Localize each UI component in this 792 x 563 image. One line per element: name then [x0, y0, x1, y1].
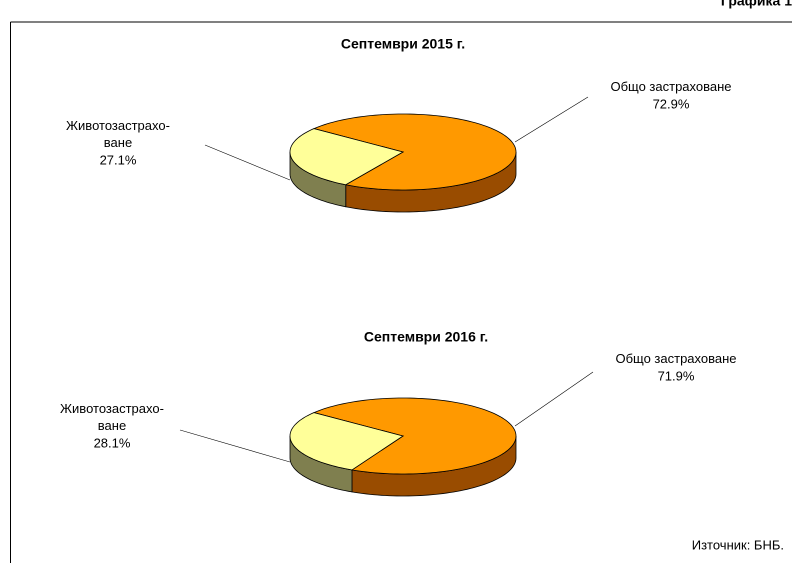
pie — [289, 113, 517, 213]
slice — [312, 397, 517, 475]
chart-title: Септември 2016 г. — [364, 329, 488, 345]
label-line: Животозастрахо- — [60, 401, 164, 416]
slice-label: Общо застраховане — [610, 79, 731, 94]
leader-line — [514, 371, 594, 427]
figure-label: Графика 1 — [721, 0, 792, 9]
label-line: Животозастрахо- — [66, 118, 170, 133]
label-line: Общо застраховане — [615, 351, 736, 366]
label-line: ване — [104, 135, 132, 150]
slice — [289, 412, 404, 471]
label-line: Общо застраховане — [610, 79, 731, 94]
slice-label: Общо застраховане — [615, 351, 736, 366]
value-label: 71.9% — [658, 368, 695, 383]
pie — [289, 397, 517, 497]
leader-line — [204, 144, 291, 181]
value-label: 28.1% — [94, 435, 131, 450]
label-line: ване — [98, 418, 126, 433]
slice — [289, 128, 405, 186]
slice-label: Животозастрахо-ване — [60, 401, 164, 433]
chart-title: Септември 2015 г. — [341, 36, 465, 52]
value-label: 27.1% — [100, 152, 137, 167]
leader-line — [514, 96, 589, 143]
value-label: 72.9% — [653, 96, 690, 111]
source-note: Източник: БНБ. — [692, 537, 784, 552]
leader-line — [179, 429, 291, 463]
slice — [312, 113, 517, 191]
slice-label: Животозастрахо-ване — [66, 118, 170, 150]
